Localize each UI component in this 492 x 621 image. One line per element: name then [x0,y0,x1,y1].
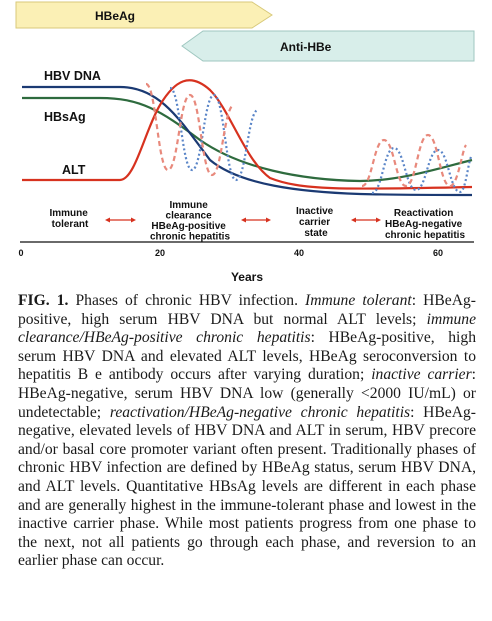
arrow-2 [241,217,271,223]
phase-inactive-carrier: Inactive carrier state [296,206,336,239]
caption-text: Phases of chronic HBV infection. Immune … [18,292,476,569]
alt-curve [22,79,473,190]
curves [22,79,473,197]
hbeag-arrow-label: HBeAg [95,9,135,23]
caption-italic-term: Immune tolerant [305,292,412,309]
hbsag-curve [22,96,473,183]
x-tick-40: 40 [294,248,304,258]
caption-segment: : HBeAg-negative, elevated levels of HBV… [18,403,476,570]
anti-hbe-arrow-label: Anti-HBe [280,40,332,54]
caption-segment: Phases of chronic HBV infection. [68,292,306,309]
reactivation-alt-oscillation [361,133,467,188]
reactivation-dna-oscillation [371,146,473,195]
hbv-dna-oscillation [169,86,259,182]
caption-segment: : HBeAg-positive, high serum HBV DNA and… [18,329,476,384]
caption-italic-term: reactivation/HBeAg-negative chronic hepa… [109,403,411,421]
phase-reactivation: Reactivation HBeAg-negative chronic hepa… [385,208,465,241]
x-axis-label: Years [231,270,263,284]
arrow-3 [351,217,381,223]
hbeag-arrow [15,1,273,29]
hbsag-label: HBsAg [44,110,86,124]
x-tick-0: 0 [18,248,23,258]
arrow-1 [105,217,136,223]
figure-caption: FIG. 1. Phases of chronic HBV infection.… [18,292,476,571]
phase-transition-arrows [105,217,381,223]
phase-immune-tolerant: Immune tolerant [49,208,90,230]
x-tick-60: 60 [433,248,443,258]
phase-immune-clearance: Immune clearance HBeAg-positive chronic … [150,200,230,243]
caption-segment: : HBeAg-negative, serum HBV DNA low (gen… [18,366,476,421]
alt-oscillation [144,82,235,177]
anti-hbe-arrow [181,30,475,62]
hbv-phases-figure: HBeAg Anti-HBe HBV DNA HBsAg ALT Immune … [15,1,475,284]
hbv-dna-curve [22,85,473,197]
caption-italic-term: immune clearance/HBeAg-positive chronic … [18,310,476,347]
alt-label: ALT [62,163,86,177]
x-tick-20: 20 [155,248,165,258]
caption-italic-term: inactive carrier [371,366,472,384]
caption-segment: : HBeAg-positive, high serum HBV DNA but… [18,292,476,328]
figure-label: FIG. 1. [18,292,69,309]
hbv-dna-label: HBV DNA [44,69,101,83]
